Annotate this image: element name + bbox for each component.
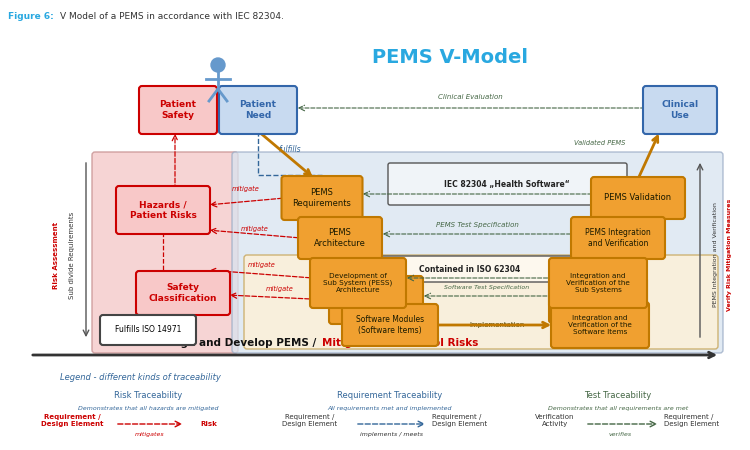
FancyBboxPatch shape xyxy=(298,217,382,259)
Text: Risk Assessment: Risk Assessment xyxy=(53,221,59,288)
Text: Requirement /
Design Element: Requirement / Design Element xyxy=(283,414,338,427)
Text: PEMS Integration and Verification: PEMS Integration and Verification xyxy=(712,202,718,307)
FancyBboxPatch shape xyxy=(136,271,230,315)
Text: PEMS Validation Plan: PEMS Validation Plan xyxy=(440,182,514,188)
Text: Requirement Traceability: Requirement Traceability xyxy=(338,391,442,400)
Text: Risk Traceability: Risk Traceability xyxy=(114,391,182,400)
Text: Integration and
Verification of the
Software Items: Integration and Verification of the Soft… xyxy=(568,315,632,335)
Text: PEMS Integration
and Verification: PEMS Integration and Verification xyxy=(585,228,651,248)
Text: Demonstrates that all hazards are mitigated: Demonstrates that all hazards are mitiga… xyxy=(78,406,218,411)
Text: PEMS
Requirements: PEMS Requirements xyxy=(292,188,352,208)
FancyBboxPatch shape xyxy=(92,152,238,353)
FancyBboxPatch shape xyxy=(549,277,647,323)
Text: fulfills: fulfills xyxy=(279,145,302,154)
Text: mitigate: mitigate xyxy=(266,286,294,292)
Text: Sub divide Requirements: Sub divide Requirements xyxy=(69,212,75,299)
Text: Software
Architecture
(Components): Software Architecture (Components) xyxy=(350,290,401,310)
FancyBboxPatch shape xyxy=(549,258,647,308)
Text: Patient
Need: Patient Need xyxy=(239,100,277,120)
Text: Safety
Classification: Safety Classification xyxy=(148,284,217,303)
Text: Requirement /
Design Element: Requirement / Design Element xyxy=(664,414,719,427)
Text: Sub-System Test Specification: Sub-System Test Specification xyxy=(430,267,526,272)
Text: verifies: verifies xyxy=(608,432,631,437)
FancyBboxPatch shape xyxy=(342,304,438,346)
Text: Implementation: Implementation xyxy=(470,322,525,328)
Text: Figure 6:: Figure 6: xyxy=(8,12,54,21)
FancyBboxPatch shape xyxy=(139,86,217,134)
FancyBboxPatch shape xyxy=(368,256,572,282)
FancyBboxPatch shape xyxy=(571,217,665,259)
Text: Development of
Sub System (PESS)
Architecture: Development of Sub System (PESS) Archite… xyxy=(323,273,393,293)
Text: Validated PEMS: Validated PEMS xyxy=(574,140,626,146)
Circle shape xyxy=(211,58,225,72)
Text: Clinical Evaluation: Clinical Evaluation xyxy=(438,94,503,100)
FancyBboxPatch shape xyxy=(388,163,627,205)
Text: mitigate: mitigate xyxy=(241,226,269,232)
Text: Test Traceability: Test Traceability xyxy=(584,391,652,400)
Text: IEC 82304 „Health Software“: IEC 82304 „Health Software“ xyxy=(444,180,570,189)
Text: PEMS
Architecture: PEMS Architecture xyxy=(314,228,366,248)
Text: mitigate: mitigate xyxy=(248,262,276,268)
Text: mitigate: mitigate xyxy=(232,186,260,192)
FancyBboxPatch shape xyxy=(643,86,717,134)
Text: Software Modules
(Software Items): Software Modules (Software Items) xyxy=(356,315,424,335)
Text: All requirements met and implemented: All requirements met and implemented xyxy=(328,406,452,411)
Text: Legend - different kinds of traceability: Legend - different kinds of traceability xyxy=(60,373,220,382)
Text: Integration and
Verification of the
Sub Systems: Integration and Verification of the Sub … xyxy=(566,273,630,293)
Text: Requirement /
Design Element: Requirement / Design Element xyxy=(40,414,104,427)
Text: mitigates: mitigates xyxy=(135,432,165,437)
FancyBboxPatch shape xyxy=(281,176,362,220)
Text: Verification
Activity: Verification Activity xyxy=(536,414,574,427)
Text: Design and Develop PEMS /: Design and Develop PEMS / xyxy=(155,338,320,348)
FancyBboxPatch shape xyxy=(116,186,210,234)
Text: Contained in ISO 62304: Contained in ISO 62304 xyxy=(419,265,520,274)
Text: Requirement /
Design Element: Requirement / Design Element xyxy=(432,414,488,427)
FancyBboxPatch shape xyxy=(329,276,423,324)
FancyBboxPatch shape xyxy=(310,258,406,308)
Text: Patient
Safety: Patient Safety xyxy=(160,100,196,120)
FancyBboxPatch shape xyxy=(232,152,723,353)
FancyBboxPatch shape xyxy=(219,86,297,134)
Text: Risk: Risk xyxy=(200,421,217,427)
FancyBboxPatch shape xyxy=(244,255,718,349)
Text: PEMS Validation: PEMS Validation xyxy=(604,194,671,202)
Text: PEMS Test Specification: PEMS Test Specification xyxy=(436,222,518,228)
FancyBboxPatch shape xyxy=(591,177,685,219)
Text: Verify Risk Mitigation Measures: Verify Risk Mitigation Measures xyxy=(728,199,733,311)
FancyBboxPatch shape xyxy=(100,315,196,345)
Text: Integration and
Verification of
Components: Integration and Verification of Componen… xyxy=(570,290,626,310)
Text: Mitigate and Control Risks: Mitigate and Control Risks xyxy=(322,338,478,348)
FancyBboxPatch shape xyxy=(551,302,649,348)
Text: Software Test Specification: Software Test Specification xyxy=(444,285,530,290)
Text: PEMS V-Model: PEMS V-Model xyxy=(372,48,528,67)
Text: Hazards /
Patient Risks: Hazards / Patient Risks xyxy=(130,200,196,220)
Text: Fulfills ISO 14971: Fulfills ISO 14971 xyxy=(115,325,182,334)
Text: Clinical
Use: Clinical Use xyxy=(662,100,698,120)
Text: V Model of a PEMS in accordance with IEC 82304.: V Model of a PEMS in accordance with IEC… xyxy=(60,12,284,21)
Text: Demonstrates that all requirements are met: Demonstrates that all requirements are m… xyxy=(548,406,688,411)
Text: implements / meets: implements / meets xyxy=(361,432,424,437)
